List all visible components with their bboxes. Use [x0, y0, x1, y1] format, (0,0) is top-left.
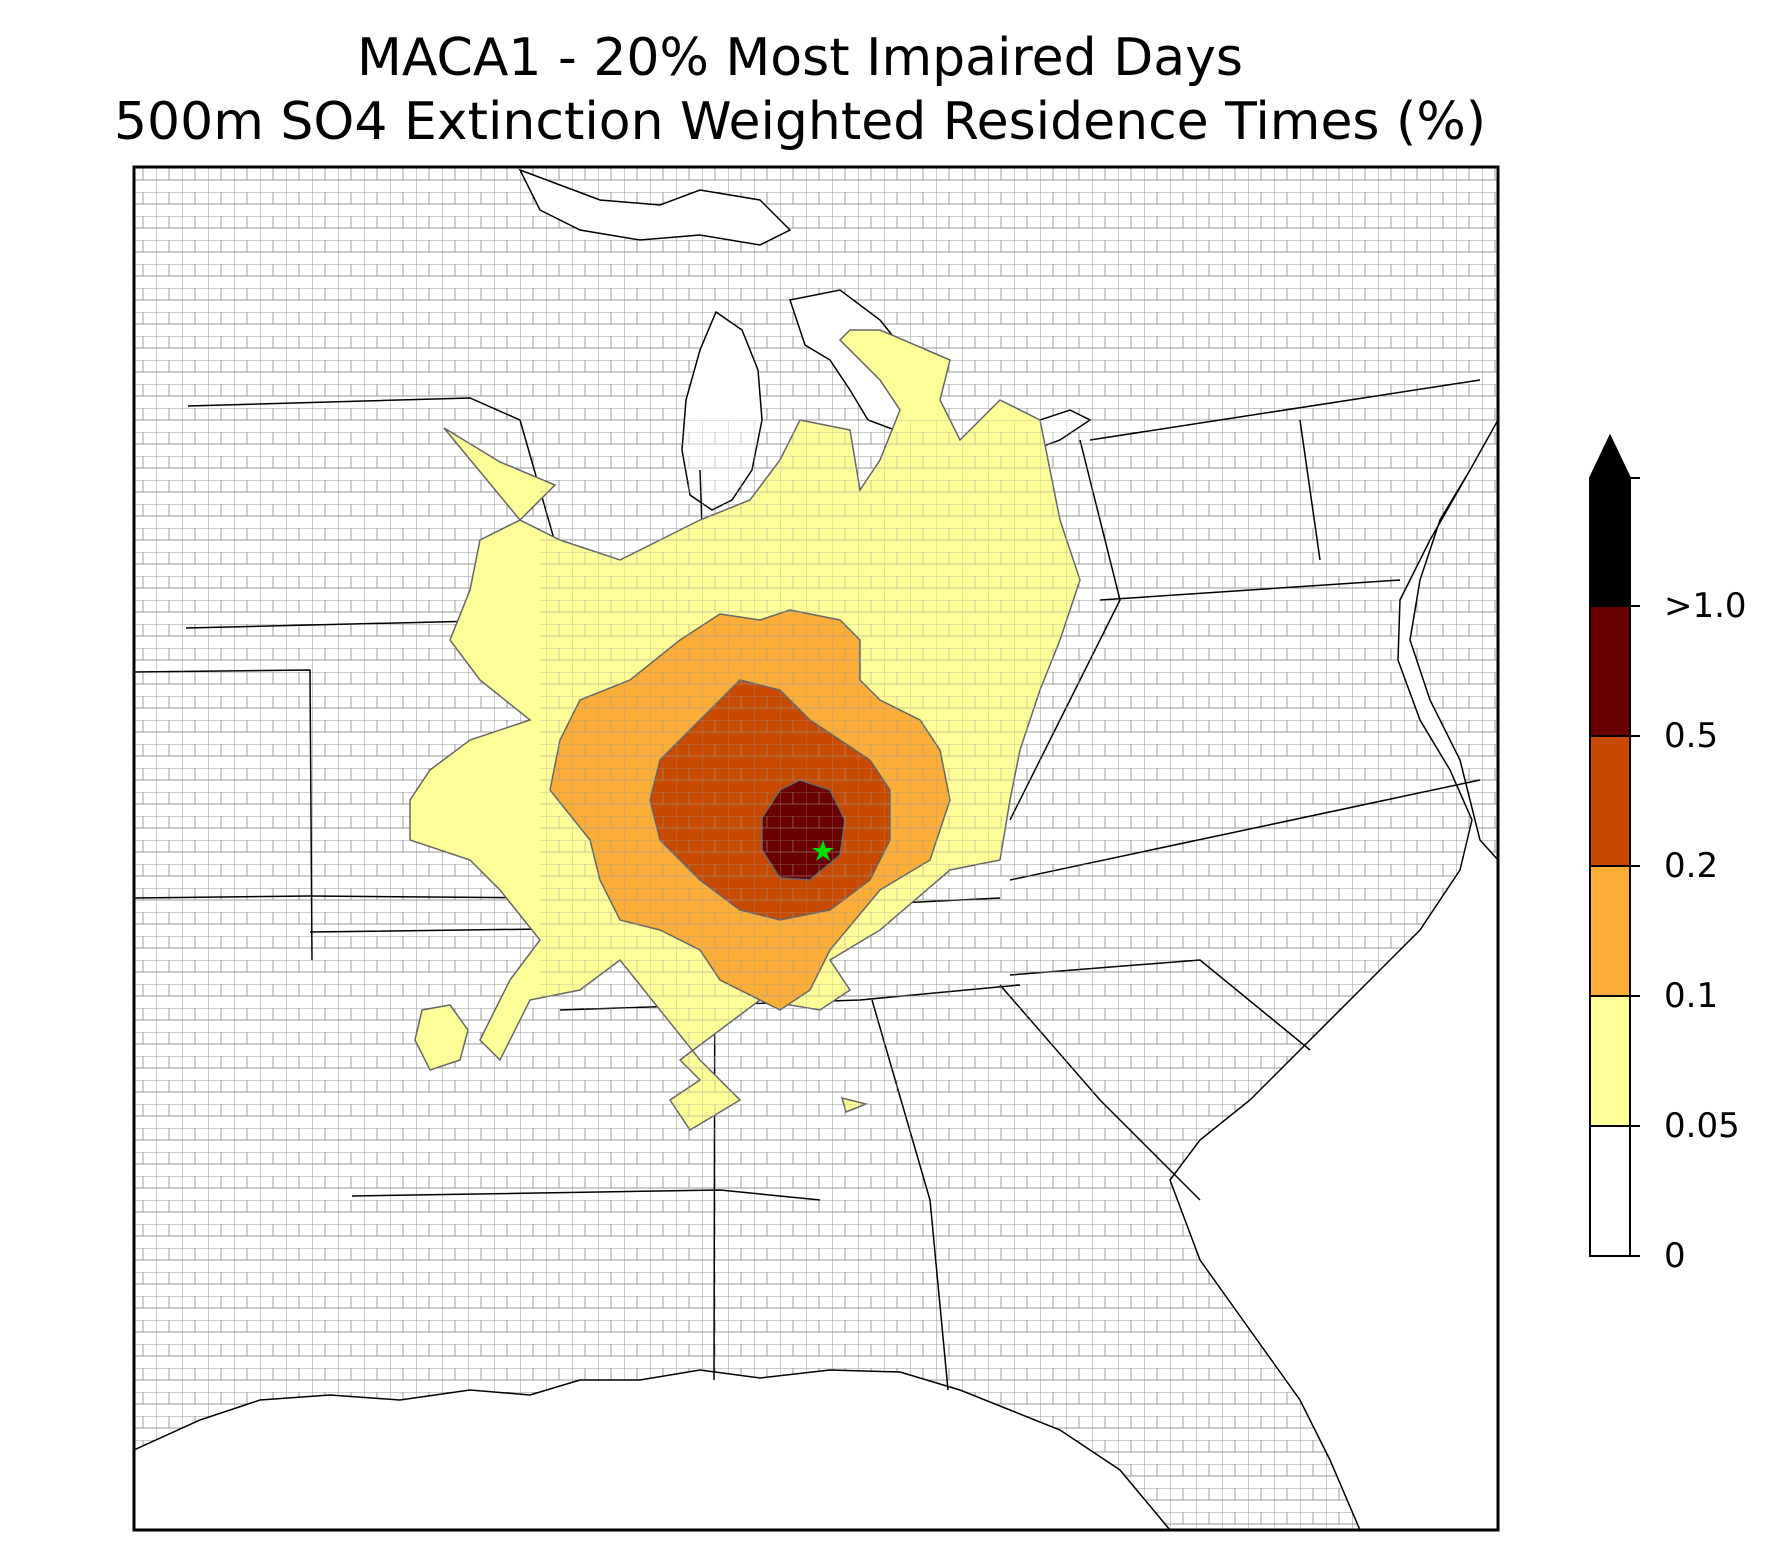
map-frame — [132, 165, 1500, 1532]
map-title: MACA1 - 20% Most Impaired Days — [357, 28, 1243, 88]
colorbar — [1589, 433, 1640, 1257]
county-overlay — [540, 420, 1100, 1140]
colorbar-segment-0-05 — [1589, 995, 1631, 1127]
colorbar-segment-0-5 — [1589, 605, 1631, 737]
colorbar-segment-0-2 — [1589, 735, 1631, 867]
colorbar-label-1-0: >1.0 — [1664, 586, 1747, 626]
map-subtitle: 500m SO4 Extinction Weighted Residence T… — [113, 92, 1487, 152]
site-marker-green-star — [812, 840, 834, 861]
colorbar-label-0-05: 0.05 — [1664, 1106, 1740, 1146]
colorbar-label-0: 0 — [1664, 1236, 1686, 1276]
colorbar-label-0-5: 0.5 — [1664, 716, 1719, 756]
colorbar-extend-arrow — [1589, 433, 1631, 607]
gulf-of-mexico — [134, 1369, 1171, 1530]
colorbar-ticks — [1630, 477, 1640, 1257]
atlantic-ocean — [1169, 419, 1498, 1530]
colorbar-segment-0 — [1589, 1125, 1631, 1257]
colorbar-label-0-2: 0.2 — [1664, 846, 1719, 886]
colorbar-label-0-1: 0.1 — [1664, 976, 1719, 1016]
lake-superior — [518, 168, 792, 246]
contour-0-05-outlier-west — [414, 1004, 469, 1071]
colorbar-segment-0-1 — [1589, 865, 1631, 997]
